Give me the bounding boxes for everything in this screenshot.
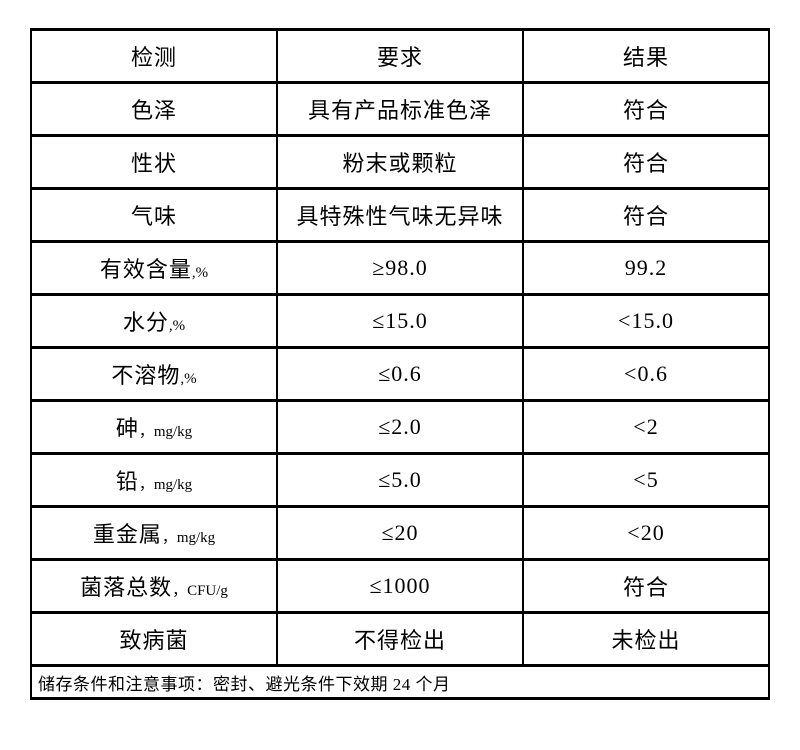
requirement-value: ≤15.0	[372, 308, 428, 333]
result-cell: 符合	[522, 134, 770, 190]
test-item-cell: 重金属，mg/kg	[30, 505, 278, 561]
requirement-value: 具有产品标准色泽	[307, 98, 492, 123]
requirement-cell: 粉末或颗粒	[276, 134, 524, 190]
test-item-unit: ，CFU/g	[172, 583, 228, 599]
result-value: <20	[627, 520, 665, 545]
test-item-label: 不溶物	[111, 363, 181, 388]
test-item-label: 菌落总数	[80, 575, 173, 600]
table-row: 砷，mg/kg ≤2.0 <2	[30, 399, 770, 455]
result-value: 符合	[622, 575, 669, 600]
test-item-cell: 致病菌	[30, 611, 278, 667]
result-cell: <2	[522, 399, 770, 455]
header-cell-requirement: 要求	[276, 28, 524, 84]
table-row: 菌落总数，CFU/g ≤1000 符合	[30, 558, 770, 614]
table-row: 不溶物,% ≤0.6 <0.6	[30, 346, 770, 402]
test-item-label: 致病菌	[119, 628, 189, 653]
test-item-cell: 菌落总数，CFU/g	[30, 558, 278, 614]
requirement-cell: 具有产品标准色泽	[276, 81, 524, 137]
storage-conditions-note: 储存条件和注意事项：密封、避光条件下效期 24 个月	[30, 664, 770, 700]
table-row: 色泽 具有产品标准色泽 符合	[30, 81, 770, 137]
requirement-cell: 不得检出	[276, 611, 524, 667]
test-item-label: 性状	[130, 151, 177, 176]
test-item-cell: 色泽	[30, 81, 278, 137]
test-item-unit: ,%	[191, 265, 209, 281]
test-item-label: 水分	[122, 310, 169, 335]
footer-row: 储存条件和注意事项：密封、避光条件下效期 24 个月	[30, 664, 770, 700]
result-value: <15.0	[618, 308, 674, 333]
table-row: 铅，mg/kg ≤5.0 <5	[30, 452, 770, 508]
requirement-value: ≤1000	[369, 573, 431, 598]
test-item-unit: ，mg/kg	[138, 477, 193, 493]
requirement-cell: ≤0.6	[276, 346, 524, 402]
test-item-unit: ,%	[168, 318, 186, 334]
requirement-cell: ≤20	[276, 505, 524, 561]
result-cell: <0.6	[522, 346, 770, 402]
test-item-label: 铅	[115, 469, 139, 494]
requirement-value: ≤2.0	[378, 414, 422, 439]
result-cell: 99.2	[522, 240, 770, 296]
requirement-value: ≤5.0	[378, 467, 422, 492]
test-item-cell: 铅，mg/kg	[30, 452, 278, 508]
test-item-cell: 水分,%	[30, 293, 278, 349]
table-row: 气味 具特殊性气味无异味 符合	[30, 187, 770, 243]
test-item-label: 有效含量	[99, 257, 192, 282]
table-row: 致病菌 不得检出 未检出	[30, 611, 770, 667]
test-item-label: 砷	[115, 416, 139, 441]
test-item-cell: 气味	[30, 187, 278, 243]
requirement-cell: ≥98.0	[276, 240, 524, 296]
result-cell: 符合	[522, 81, 770, 137]
result-value: 符合	[622, 151, 669, 176]
requirement-value: 粉末或颗粒	[342, 151, 458, 176]
result-cell: 符合	[522, 187, 770, 243]
test-item-cell: 不溶物,%	[30, 346, 278, 402]
result-cell: <20	[522, 505, 770, 561]
result-value: 符合	[622, 204, 669, 229]
table-row: 有效含量,% ≥98.0 99.2	[30, 240, 770, 296]
result-cell: <15.0	[522, 293, 770, 349]
inspection-report-table: 检测 要求 结果 色泽 具有产品标准色泽 符合 性状 粉末或颗粒 符合 气味 具…	[30, 28, 770, 700]
test-item-label: 重金属	[92, 522, 162, 547]
test-item-unit: ,%	[180, 371, 197, 387]
requirement-value: ≤20	[381, 520, 419, 545]
result-value: <2	[633, 414, 659, 439]
result-value: <0.6	[624, 361, 668, 386]
requirement-value: 具特殊性气味无异味	[296, 204, 504, 229]
requirement-cell: 具特殊性气味无异味	[276, 187, 524, 243]
result-cell: 符合	[522, 558, 770, 614]
requirement-value: 不得检出	[353, 628, 446, 653]
requirement-cell: ≤15.0	[276, 293, 524, 349]
result-value: 未检出	[611, 628, 681, 653]
header-cell-result: 结果	[522, 28, 770, 84]
result-value: 99.2	[624, 255, 668, 280]
table-row: 重金属，mg/kg ≤20 <20	[30, 505, 770, 561]
table-row: 水分,% ≤15.0 <15.0	[30, 293, 770, 349]
header-cell-test: 检测	[30, 28, 278, 84]
requirement-cell: ≤5.0	[276, 452, 524, 508]
requirement-value: ≥98.0	[372, 255, 428, 280]
table-row: 性状 粉末或颗粒 符合	[30, 134, 770, 190]
test-item-cell: 砷，mg/kg	[30, 399, 278, 455]
result-cell: 未检出	[522, 611, 770, 667]
test-item-label: 色泽	[130, 98, 177, 123]
result-value: 符合	[622, 98, 669, 123]
requirement-cell: ≤2.0	[276, 399, 524, 455]
test-item-unit: ，mg/kg	[161, 530, 216, 546]
test-item-cell: 有效含量,%	[30, 240, 278, 296]
result-cell: <5	[522, 452, 770, 508]
result-value: <5	[633, 467, 659, 492]
table-body: 色泽 具有产品标准色泽 符合 性状 粉末或颗粒 符合 气味 具特殊性气味无异味 …	[30, 81, 770, 667]
test-item-cell: 性状	[30, 134, 278, 190]
requirement-cell: ≤1000	[276, 558, 524, 614]
header-row: 检测 要求 结果	[30, 28, 770, 84]
test-item-unit: ，mg/kg	[138, 424, 193, 440]
requirement-value: ≤0.6	[378, 361, 422, 386]
test-item-label: 气味	[130, 204, 177, 229]
